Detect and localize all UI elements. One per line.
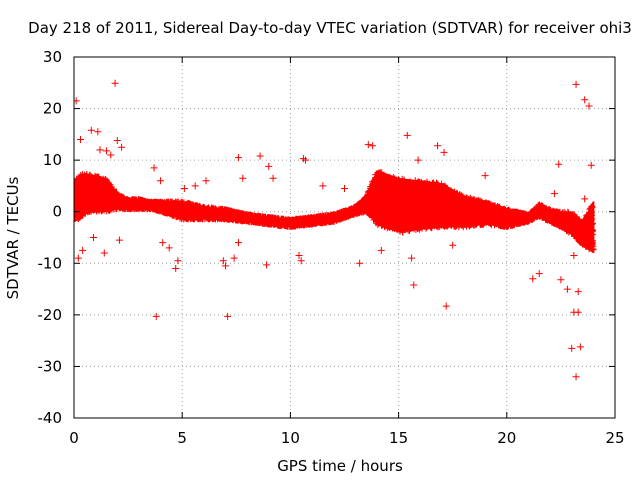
outlier-point [180,185,188,193]
outlier-point [202,177,210,185]
outlier-point [572,373,580,381]
x-tick-label: 15 [389,429,408,447]
outlier-point [96,146,104,154]
outlier-point [574,308,582,316]
x-tick-label: 10 [281,429,300,447]
outlier-point [555,160,563,168]
outlier-point [113,137,121,145]
x-tick-label: 25 [605,429,624,447]
x-tick-label: 20 [497,429,516,447]
outlier-point [111,79,119,87]
outlier-point [76,136,84,144]
outlier-point [79,246,87,254]
outlier-point [256,152,264,160]
plot-frame [73,56,616,419]
outlier-point [102,147,110,155]
outlier-point [265,162,273,170]
outlier-point [377,246,385,254]
outlier-point [239,174,247,182]
outlier-point [529,275,537,283]
outlier-point [87,126,95,134]
outlier-point [230,254,238,262]
outlier-point [263,261,271,269]
outlier-point [581,96,589,104]
outlier-point [74,254,82,262]
outlier-point [410,281,418,289]
outlier-point [434,142,442,150]
outlier-point [408,254,416,262]
outlier-point [449,241,457,249]
outlier-point [165,244,173,252]
outlier-point [574,288,582,296]
outlier-point [557,276,565,284]
outlier-point [414,156,422,164]
x-tick-label: 0 [69,429,79,447]
outlier-point [152,312,160,320]
x-tick-label: 5 [177,429,187,447]
outlier-point [356,259,364,267]
plot-area [74,79,597,381]
outlier-point [364,141,372,149]
outlier-point [89,234,97,241]
outlier-point [107,151,115,159]
outlier-point [319,182,327,190]
y-tick-label: -20 [38,306,63,324]
outlier-point [442,302,450,310]
y-tick-label: 10 [43,151,62,169]
y-axis-label: SDTVAR / TECUs [4,176,22,299]
y-tick-label: 0 [52,203,62,221]
outlier-point [481,172,489,180]
axis-ticks: 0 5 10 15 20 25 -40 -30 -20 -10 0 10 20 30 [38,48,625,447]
outlier-point [174,257,182,265]
outlier-point [341,185,348,193]
outlier-point [172,264,180,272]
outlier-point [563,285,571,293]
outlier-point [568,344,576,352]
outlier-point [94,128,102,136]
outlier-point [576,343,584,351]
y-tick-label: 20 [43,100,62,118]
outlier-point [369,142,377,150]
outlier-point [550,190,558,198]
band-markers [74,169,597,253]
outlier-point [587,161,595,169]
outlier-point [157,177,165,185]
y-tick-label: -30 [38,357,63,375]
outlier-point [159,239,167,247]
y-tick-label: -10 [38,254,63,272]
outlier-point [535,270,543,278]
y-tick-label: 30 [43,48,62,66]
outlier-point [100,249,108,257]
outlier-point [440,148,448,156]
outlier-point [234,239,242,247]
outlier-point [150,164,158,172]
outlier-point [570,252,578,260]
x-axis-label: GPS time / hours [277,457,403,475]
y-tick-label: -40 [38,409,63,427]
data-markers [74,79,597,381]
outlier-point [224,312,232,320]
outlier-point [572,80,580,88]
outlier-point [269,174,277,182]
outlier-point [191,182,199,190]
grid-lines [74,57,615,418]
outlier-point [115,236,123,244]
chart-title: Day 218 of 2011, Sidereal Day-to-day VTE… [28,19,632,37]
outlier-point [403,131,411,139]
outlier-point [581,195,589,203]
outlier-point [118,143,126,151]
outlier-point [234,154,242,162]
